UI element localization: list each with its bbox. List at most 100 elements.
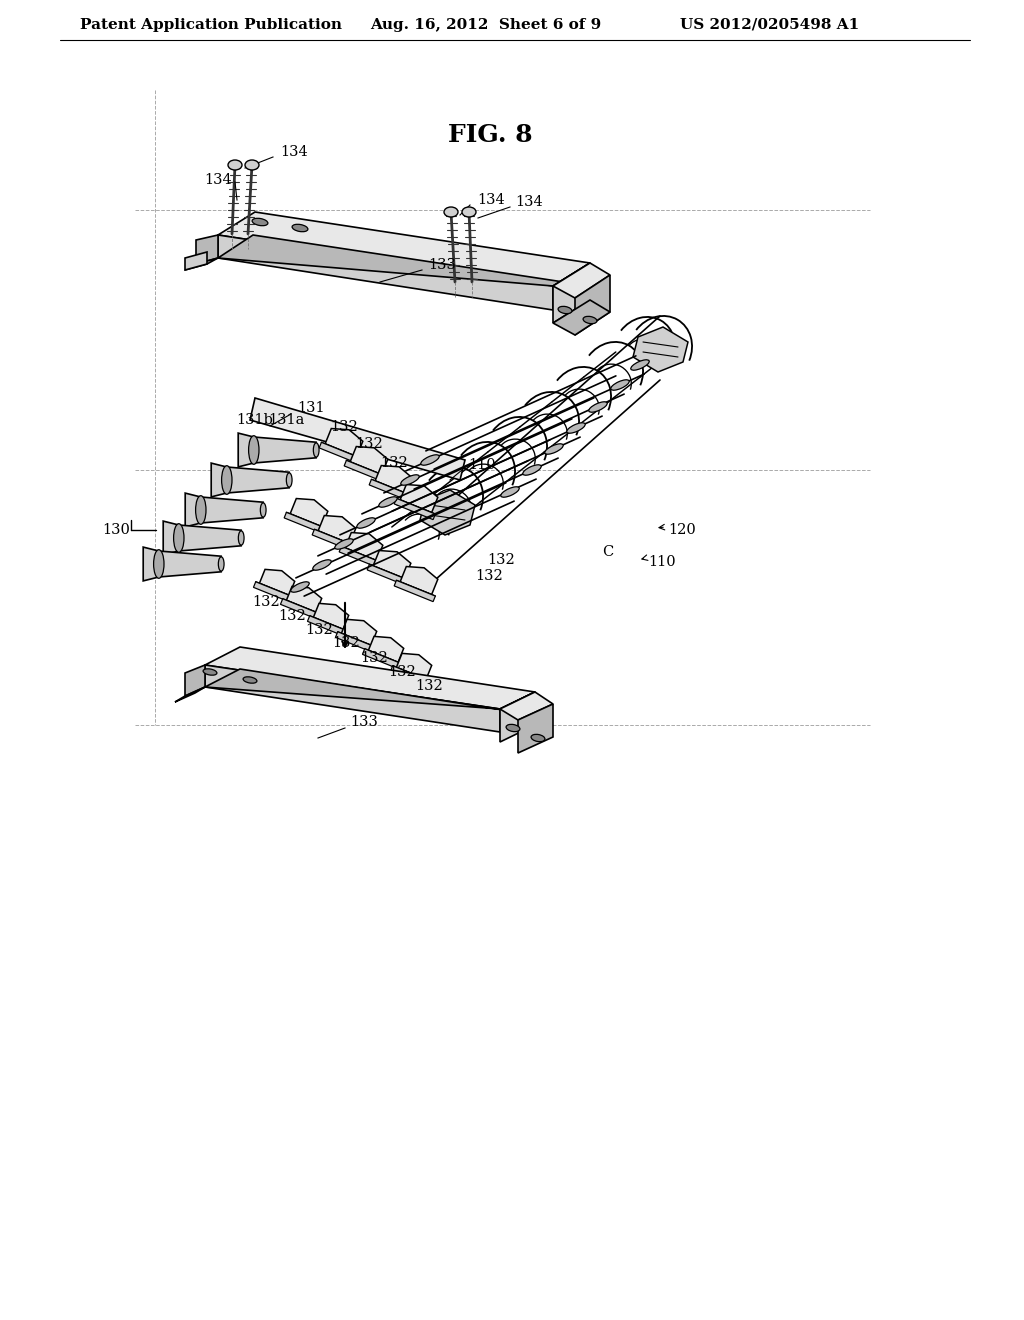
Polygon shape xyxy=(287,586,322,612)
Polygon shape xyxy=(370,479,411,500)
Polygon shape xyxy=(396,653,432,680)
Ellipse shape xyxy=(558,306,572,314)
Polygon shape xyxy=(375,466,413,494)
Polygon shape xyxy=(400,484,438,512)
Text: Patent Application Publication: Patent Application Publication xyxy=(80,18,342,32)
Ellipse shape xyxy=(218,557,224,572)
Ellipse shape xyxy=(239,531,244,545)
Polygon shape xyxy=(400,566,438,594)
Text: US 2012/0205498 A1: US 2012/0205498 A1 xyxy=(680,18,859,32)
Polygon shape xyxy=(319,442,360,463)
Polygon shape xyxy=(341,619,377,645)
Ellipse shape xyxy=(462,207,476,216)
Text: 131: 131 xyxy=(297,401,325,414)
Polygon shape xyxy=(313,603,349,630)
Ellipse shape xyxy=(287,473,292,487)
Text: 110: 110 xyxy=(468,458,496,473)
Text: FIG. 8: FIG. 8 xyxy=(447,123,532,147)
Polygon shape xyxy=(307,615,347,636)
Ellipse shape xyxy=(292,224,308,232)
Polygon shape xyxy=(575,275,610,335)
Ellipse shape xyxy=(589,401,607,412)
Polygon shape xyxy=(362,648,401,669)
Ellipse shape xyxy=(545,444,563,454)
Ellipse shape xyxy=(228,160,242,170)
Polygon shape xyxy=(345,532,383,561)
Ellipse shape xyxy=(531,734,545,742)
Ellipse shape xyxy=(243,677,257,684)
Polygon shape xyxy=(394,581,435,602)
Polygon shape xyxy=(350,446,388,475)
Polygon shape xyxy=(205,669,535,715)
Text: 134: 134 xyxy=(477,193,505,207)
Text: 132: 132 xyxy=(360,651,388,665)
Text: 134: 134 xyxy=(280,145,308,158)
Polygon shape xyxy=(259,569,295,595)
Text: 130: 130 xyxy=(102,523,130,537)
Text: 132: 132 xyxy=(475,569,503,583)
Polygon shape xyxy=(336,632,375,652)
Text: 110: 110 xyxy=(648,554,676,569)
Ellipse shape xyxy=(245,160,259,170)
Polygon shape xyxy=(163,521,242,554)
Polygon shape xyxy=(281,599,319,619)
Ellipse shape xyxy=(610,380,629,391)
Text: 132: 132 xyxy=(415,678,442,693)
Ellipse shape xyxy=(252,218,268,226)
Ellipse shape xyxy=(249,436,259,465)
Polygon shape xyxy=(500,692,553,719)
Polygon shape xyxy=(211,463,289,496)
Polygon shape xyxy=(344,461,385,482)
Text: 131a: 131a xyxy=(268,413,304,426)
Ellipse shape xyxy=(501,487,519,498)
Polygon shape xyxy=(254,582,293,602)
Polygon shape xyxy=(185,665,205,696)
Polygon shape xyxy=(500,692,535,742)
Polygon shape xyxy=(239,433,316,467)
Ellipse shape xyxy=(631,360,649,370)
Polygon shape xyxy=(553,263,590,323)
Polygon shape xyxy=(518,704,553,752)
Text: 131b: 131b xyxy=(236,413,272,426)
Polygon shape xyxy=(218,235,590,286)
Polygon shape xyxy=(285,512,326,533)
Ellipse shape xyxy=(400,475,419,486)
Ellipse shape xyxy=(356,517,375,528)
Ellipse shape xyxy=(154,549,164,578)
Polygon shape xyxy=(390,665,430,686)
Text: 133: 133 xyxy=(350,715,378,729)
Text: 132: 132 xyxy=(305,623,333,638)
Polygon shape xyxy=(369,636,403,663)
Text: 132: 132 xyxy=(388,665,416,678)
Polygon shape xyxy=(633,327,688,372)
Polygon shape xyxy=(205,665,500,733)
Polygon shape xyxy=(205,647,535,709)
Text: 132: 132 xyxy=(380,455,408,470)
Polygon shape xyxy=(250,399,465,480)
Ellipse shape xyxy=(313,442,319,457)
Ellipse shape xyxy=(566,422,586,433)
Polygon shape xyxy=(312,529,353,550)
Ellipse shape xyxy=(335,539,353,549)
Ellipse shape xyxy=(312,560,331,570)
Ellipse shape xyxy=(506,725,520,731)
Polygon shape xyxy=(553,263,610,298)
Polygon shape xyxy=(218,213,590,286)
Text: C: C xyxy=(602,545,613,558)
Text: 132: 132 xyxy=(332,636,359,649)
Polygon shape xyxy=(368,565,409,586)
Text: 132: 132 xyxy=(487,553,515,568)
Text: 132: 132 xyxy=(355,437,383,451)
Ellipse shape xyxy=(203,669,217,676)
Polygon shape xyxy=(373,550,411,578)
Ellipse shape xyxy=(379,496,397,507)
Ellipse shape xyxy=(523,465,542,475)
Polygon shape xyxy=(143,546,221,581)
Ellipse shape xyxy=(583,317,597,323)
Polygon shape xyxy=(185,252,207,271)
Polygon shape xyxy=(553,300,610,335)
Ellipse shape xyxy=(421,455,439,465)
Polygon shape xyxy=(318,516,355,544)
Ellipse shape xyxy=(260,503,266,517)
Polygon shape xyxy=(185,257,218,271)
